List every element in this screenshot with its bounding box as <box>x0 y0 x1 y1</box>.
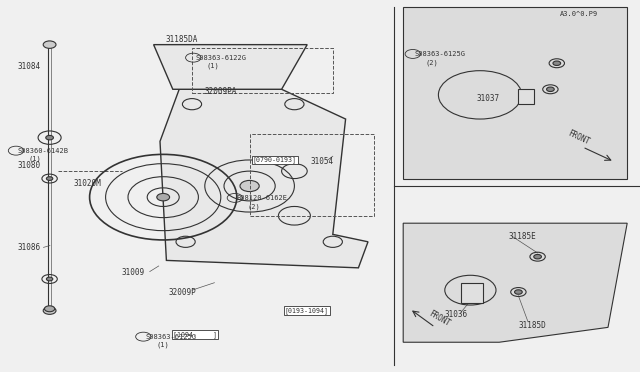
Text: 31054: 31054 <box>310 157 333 166</box>
Polygon shape <box>154 45 307 89</box>
Bar <box>250 134 374 216</box>
Bar <box>461 283 483 303</box>
Bar <box>192 48 333 93</box>
Text: 31086: 31086 <box>17 243 40 252</box>
Text: 31009: 31009 <box>122 268 145 277</box>
Circle shape <box>515 290 522 294</box>
Polygon shape <box>403 223 627 342</box>
Text: S08363-6122G: S08363-6122G <box>195 55 246 61</box>
Circle shape <box>43 307 56 314</box>
Circle shape <box>43 41 56 48</box>
Text: (2): (2) <box>426 59 438 66</box>
Circle shape <box>46 177 53 180</box>
Circle shape <box>553 61 561 65</box>
Circle shape <box>46 277 53 281</box>
Text: FRONT: FRONT <box>566 129 591 147</box>
Text: 31037: 31037 <box>477 94 500 103</box>
Text: 31185D: 31185D <box>518 321 546 330</box>
Text: 32009P: 32009P <box>168 288 196 296</box>
Text: [1094-    ]: [1094- ] <box>173 331 217 338</box>
Text: [0790-0193]: [0790-0193] <box>253 157 297 163</box>
Text: S08363-6125G: S08363-6125G <box>145 334 196 340</box>
Text: S08360-6142B: S08360-6142B <box>18 148 69 154</box>
Circle shape <box>534 254 541 259</box>
Text: (1): (1) <box>206 63 219 70</box>
Text: 31036: 31036 <box>445 310 468 319</box>
Text: B08120-6162E: B08120-6162E <box>237 195 288 201</box>
Text: 31084: 31084 <box>17 62 40 71</box>
Circle shape <box>46 135 54 140</box>
Circle shape <box>157 193 170 201</box>
Circle shape <box>45 306 55 312</box>
Circle shape <box>547 87 554 92</box>
Text: 31185E: 31185E <box>509 232 536 241</box>
Text: 31185DA: 31185DA <box>165 35 198 44</box>
Text: FRONT: FRONT <box>428 309 452 328</box>
Text: (2): (2) <box>248 203 260 210</box>
Text: (1): (1) <box>156 342 169 349</box>
Text: 32009PA: 32009PA <box>205 87 237 96</box>
Text: 31020M: 31020M <box>74 179 101 187</box>
Circle shape <box>240 180 259 192</box>
Text: S08363-6125G: S08363-6125G <box>415 51 466 57</box>
Text: 31080: 31080 <box>17 161 40 170</box>
Text: [0193-1094]: [0193-1094] <box>285 307 329 314</box>
Polygon shape <box>160 89 368 268</box>
Polygon shape <box>403 7 627 179</box>
Text: (1): (1) <box>28 156 41 163</box>
Text: A3.0^0.P9: A3.0^0.P9 <box>560 11 598 17</box>
Bar <box>518 89 534 104</box>
